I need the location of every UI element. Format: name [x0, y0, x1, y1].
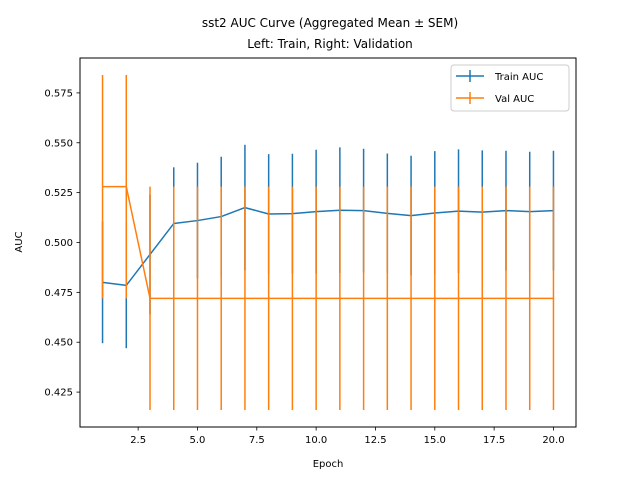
x-tick-label: 7.5 — [249, 435, 265, 446]
y-tick-label: 0.525 — [44, 188, 73, 199]
legend-train-label: Train AUC — [494, 72, 543, 83]
x-axis-ticks: 2.5 5.0 7.5 10.0 12.5 15.0 17.5 20.0 — [130, 427, 565, 446]
y-axis-label: AUC — [14, 231, 25, 252]
x-axis-label: Epoch — [313, 459, 344, 470]
x-tick-label: 5.0 — [190, 435, 206, 446]
x-tick-label: 15.0 — [424, 435, 446, 446]
y-tick-label: 0.550 — [44, 138, 73, 149]
x-tick-label: 17.5 — [483, 435, 505, 446]
y-tick-label: 0.450 — [44, 338, 73, 349]
x-tick-label: 10.0 — [305, 435, 327, 446]
y-tick-label: 0.475 — [44, 288, 73, 299]
legend-val-label: Val AUC — [495, 94, 534, 105]
plot-area — [101, 74, 555, 411]
y-tick-label: 0.425 — [44, 388, 73, 399]
x-tick-label: 20.0 — [542, 435, 564, 446]
y-tick-label: 0.500 — [44, 238, 73, 249]
y-tick-label: 0.575 — [44, 88, 73, 99]
x-tick-label: 12.5 — [364, 435, 386, 446]
chart-title-line-2: Left: Train, Right: Validation — [247, 37, 413, 51]
y-axis-ticks: 0.425 0.450 0.475 0.500 0.525 0.550 0.575 — [44, 88, 80, 399]
x-tick-label: 2.5 — [130, 435, 146, 446]
val-series — [101, 74, 555, 411]
val-auc-line — [102, 185, 554, 300]
train-auc-line — [102, 206, 554, 287]
chart-title-line-1: sst2 AUC Curve (Aggregated Mean ± SEM) — [202, 16, 458, 30]
legend: Train AUC Val AUC — [450, 64, 570, 112]
